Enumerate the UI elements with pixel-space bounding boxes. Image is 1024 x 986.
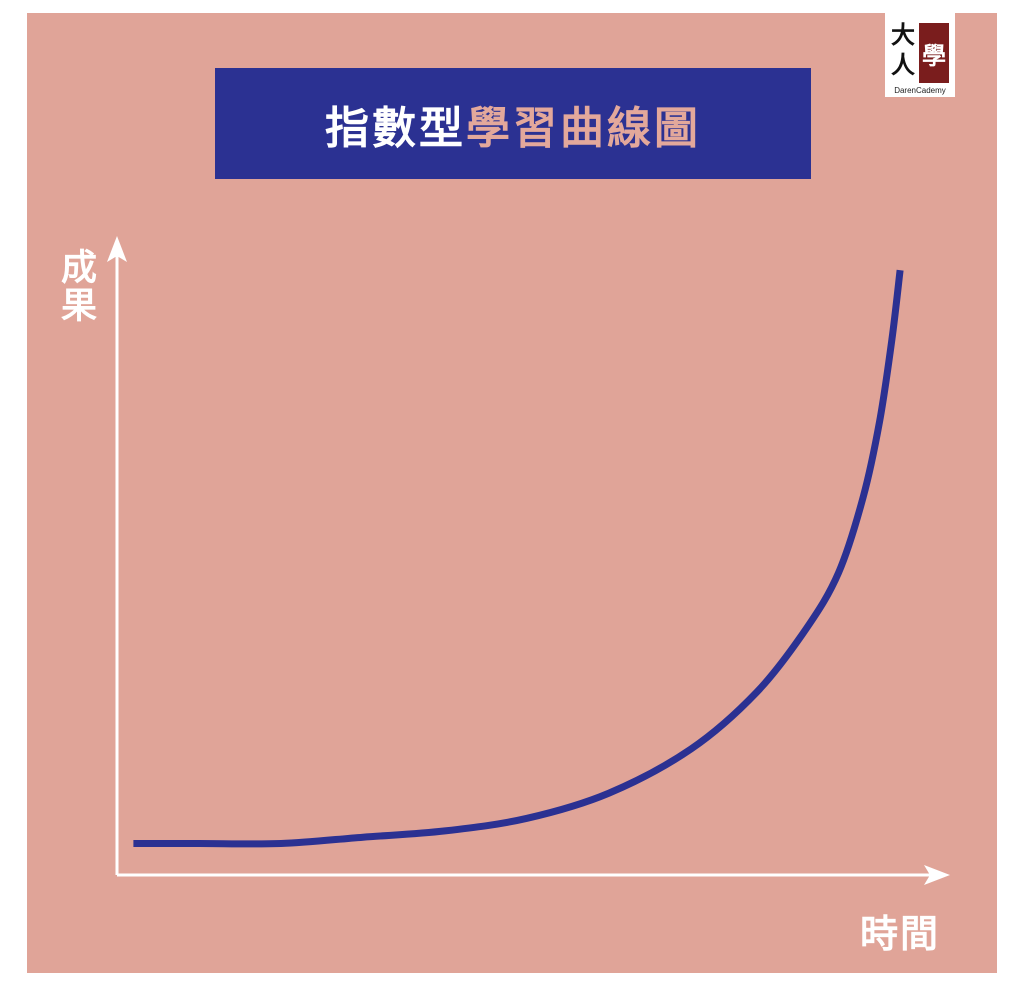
x-axis-arrow (924, 865, 950, 885)
brand-logo: 大 人 學 DarenCademy (885, 13, 955, 97)
title-part-1: 指數型 (325, 102, 466, 154)
logo-char-xue: 學 (922, 41, 946, 70)
x-axis-label: 時間 (860, 912, 941, 956)
logo-char-ren: 人 (891, 51, 915, 79)
exponential-curve (133, 269, 904, 848)
y-axis-arrow (107, 236, 127, 262)
chart-title: 指數型學習曲線圖 (325, 92, 701, 156)
logo-char-da: 大 (891, 21, 915, 49)
title-part-2: 學習曲線圖 (466, 102, 701, 154)
y-axis-label: 成果 (55, 248, 96, 324)
logo-stamp: 學 (919, 23, 949, 83)
title-banner: 指數型學習曲線圖 (215, 68, 811, 179)
logo-text: DarenCademy (894, 86, 946, 95)
